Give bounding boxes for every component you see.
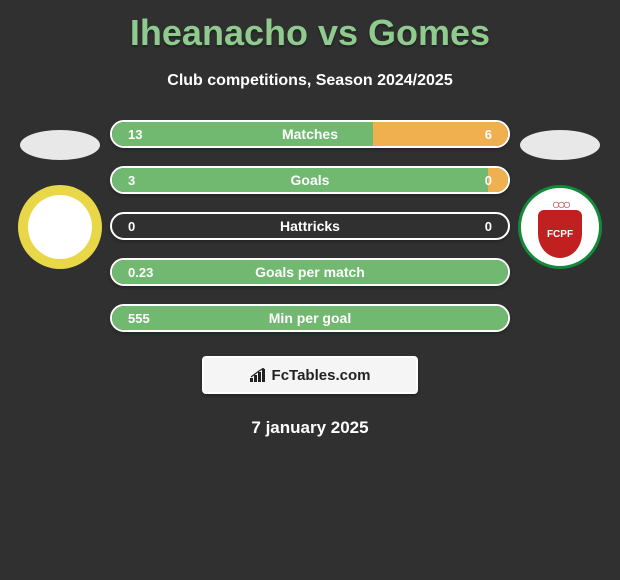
stat-row-min-per-goal: 555 Min per goal [110,304,510,332]
team-logo-right: ○○○ FCPF [518,185,602,269]
stat-value-right: 0 [485,214,492,238]
stat-label: Hattricks [112,214,508,238]
stat-label: Min per goal [112,306,508,330]
player-avatar-left [20,130,100,160]
comparison-content: ○○○ FCPF 13 Matches 6 3 Goals 0 0 Hattri… [0,120,620,438]
team-logo-left [18,185,102,269]
stat-label: Goals per match [112,260,508,284]
stat-row-goals-per-match: 0.23 Goals per match [110,258,510,286]
brand-box: FcTables.com [202,356,418,394]
stats-container: 13 Matches 6 3 Goals 0 0 Hattricks 0 0.2… [110,120,510,332]
date-text: 7 january 2025 [0,418,620,438]
subtitle: Club competitions, Season 2024/2025 [0,72,620,90]
stat-row-matches: 13 Matches 6 [110,120,510,148]
stat-row-goals: 3 Goals 0 [110,166,510,194]
stat-label: Matches [112,122,508,146]
team-logo-right-shield: FCPF [538,210,582,258]
player-avatar-right [520,130,600,160]
chart-icon [250,368,268,382]
stat-value-right: 0 [485,168,492,192]
page-title: Iheanacho vs Gomes [0,0,620,54]
stat-row-hattricks: 0 Hattricks 0 [110,212,510,240]
stat-label: Goals [112,168,508,192]
team-logo-right-rings: ○○○ [552,196,568,212]
stat-value-right: 6 [485,122,492,146]
team-logo-left-inner [28,195,92,259]
brand-text: FcTables.com [272,367,371,384]
